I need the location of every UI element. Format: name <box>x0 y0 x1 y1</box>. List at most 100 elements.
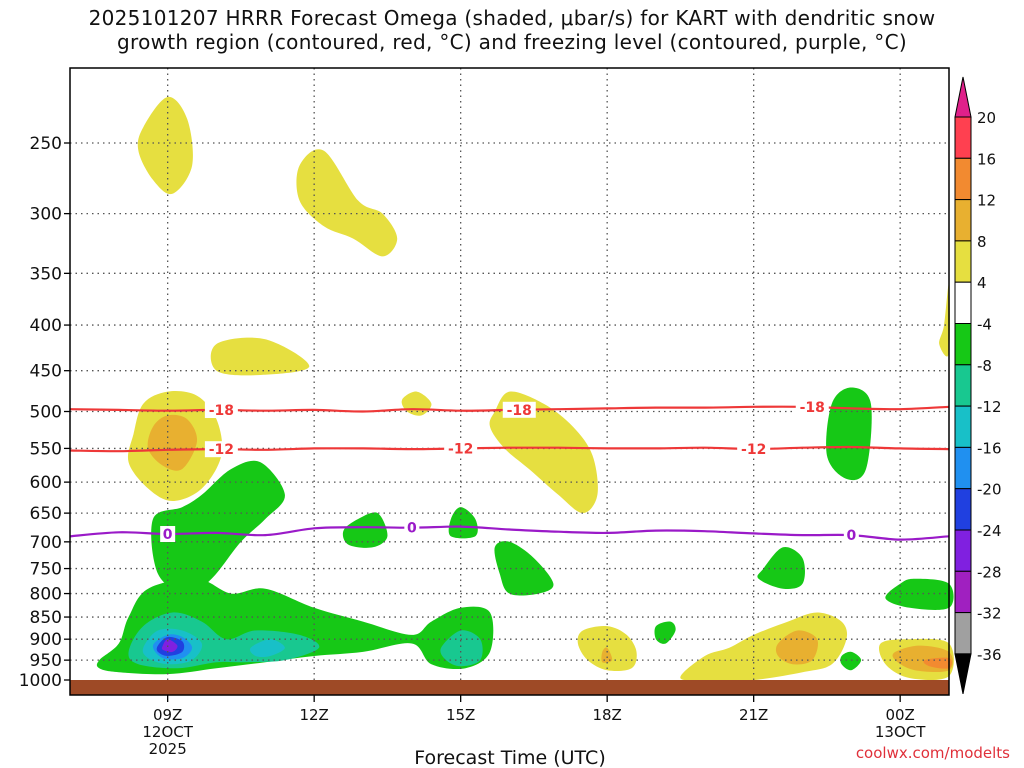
colorbar-swatch-7 <box>954 405 972 448</box>
y-tick-label-300: 300 <box>30 205 62 225</box>
colorbar-label-11: -28 <box>977 563 1002 581</box>
y-tick-label-550: 550 <box>30 439 62 459</box>
omega-region-1 <box>296 149 398 257</box>
colorbar-label-4: 4 <box>977 274 987 292</box>
colorbar-label-10: -24 <box>977 522 1002 540</box>
y-tick-label-950: 950 <box>30 651 62 671</box>
x-tick-label-15Z: 15Z <box>446 706 475 724</box>
y-tick-label-800: 800 <box>30 585 62 605</box>
colorbar-label-5: -4 <box>977 316 992 334</box>
omega-region-28 <box>840 651 862 671</box>
contour-label-freezing-0-1: 0 <box>407 521 417 537</box>
contour-label-bg-2-1 <box>404 519 420 536</box>
colorbar-swatch-6 <box>954 364 972 407</box>
colorbar-bottom-arrow <box>954 653 972 694</box>
omega-region-5 <box>147 414 198 471</box>
colorbar-swatch-1 <box>954 157 972 201</box>
y-tick-label-700: 700 <box>30 533 62 553</box>
colorbar-swatch-12 <box>954 612 972 655</box>
y-tick-label-900: 900 <box>30 630 62 650</box>
credit-text: coolwx.com/modelts <box>855 744 1010 762</box>
omega-region-10 <box>448 507 478 539</box>
omega-region-12 <box>826 387 872 481</box>
colorbar-swatch-4 <box>954 281 972 325</box>
omega-region-14 <box>885 578 954 610</box>
contour-lines: -18 -18 -18 -12 -12 -12 0 0 0 <box>69 399 950 544</box>
y-tick-label-450: 450 <box>30 362 62 382</box>
omega-region-13 <box>757 547 805 589</box>
contour-label-freezing-0-2: 0 <box>846 528 856 544</box>
omega-region-11 <box>494 541 554 596</box>
colorbar-label-9: -20 <box>977 481 1002 499</box>
colorbar: 20 16 12 8 4 -4 -8 -12 -16 -20 -24 -28 -32 -36 <box>954 76 1002 694</box>
y-tick-label-600: 600 <box>30 473 62 493</box>
x-tick-label-12Z: 12Z <box>299 706 328 724</box>
colorbar-swatch-11 <box>954 570 972 614</box>
contour-label-bg-1-0 <box>204 441 238 458</box>
x-tick-label-18Z: 18Z <box>592 706 621 724</box>
contour-label-bg-2-2 <box>843 527 859 544</box>
colorbar-label-0: 20 <box>977 109 996 127</box>
colorbar-label-7: -12 <box>977 398 1002 416</box>
x-tick-date-00Z: 13OCT <box>875 723 926 741</box>
x-axis-label: Forecast Time (UTC) <box>414 747 605 768</box>
x-tick-label-00Z: 00Z <box>885 706 914 724</box>
omega-region-9 <box>342 512 388 548</box>
y-tick-label-400: 400 <box>30 316 62 336</box>
ground-strip <box>70 680 949 695</box>
contour-label-bg-1-2 <box>737 441 771 458</box>
omega-region-0 <box>137 96 193 195</box>
omega-region-20 <box>249 639 285 658</box>
colorbar-swatch-3 <box>954 240 972 283</box>
y-tick-label-350: 350 <box>30 264 62 284</box>
omega-region-25 <box>601 647 613 663</box>
y-tick-label-1000: 1000 <box>19 671 62 691</box>
y-tick-label-500: 500 <box>30 403 62 423</box>
colorbar-top-arrow <box>954 76 972 118</box>
contour-label-dendritic-12-1: -12 <box>448 441 473 457</box>
chart-title: 2025101207 HRRR Forecast Omega (shaded, … <box>0 6 1024 54</box>
omega-region-7 <box>939 283 950 357</box>
contour-label-dendritic-18-2: -18 <box>800 400 825 416</box>
x-tick-label-21Z: 21Z <box>739 706 768 724</box>
colorbar-label-2: 12 <box>977 192 996 210</box>
contour-label-freezing-0-0: 0 <box>163 527 173 543</box>
contour-label-bg-2-0 <box>160 526 176 543</box>
contour-label-bg-0-0 <box>204 402 238 419</box>
x-tick-label-09Z: 09Z <box>153 706 182 724</box>
chart-title-line-2: growth region (contoured, red, °C) and f… <box>117 30 907 54</box>
contour-label-bg-0-1 <box>502 401 536 418</box>
contour-label-bg-0-2 <box>795 399 829 416</box>
chart-title-line-1: 2025101207 HRRR Forecast Omega (shaded, … <box>88 6 936 30</box>
omega-region-2 <box>210 337 310 376</box>
colorbar-label-12: -32 <box>977 605 1002 623</box>
x-tick-year-09Z: 2025 <box>149 740 187 758</box>
colorbar-label-3: 8 <box>977 233 987 251</box>
colorbar-label-6: -8 <box>977 357 992 375</box>
colorbar-label-8: -16 <box>977 439 1002 457</box>
contour-label-dendritic-12-0: -12 <box>209 442 234 458</box>
colorbar-swatch-0 <box>954 116 972 159</box>
y-tick-label-750: 750 <box>30 560 62 580</box>
colorbar-swatch-8 <box>954 446 972 490</box>
colorbar-label-13: -36 <box>977 646 1002 664</box>
contour-freezing-0 <box>69 525 950 541</box>
y-axis: 2503003504004505005506006507007508008509… <box>19 134 70 691</box>
contour-label-dendritic-18-1: -18 <box>507 403 532 419</box>
y-tick-label-250: 250 <box>30 134 62 154</box>
colorbar-swatch-9 <box>954 488 972 531</box>
x-tick-date-09Z: 12OCT <box>142 723 193 741</box>
omega-region-15 <box>654 621 676 644</box>
plot-frame <box>69 67 950 696</box>
y-tick-label-650: 650 <box>30 504 62 524</box>
y-tick-label-850: 850 <box>30 608 62 628</box>
omega-region-26 <box>680 612 848 681</box>
colorbar-swatch-5 <box>954 323 972 366</box>
contour-label-dendritic-18-0: -18 <box>209 403 234 419</box>
omega-shading <box>70 68 954 695</box>
colorbar-label-1: 16 <box>977 150 996 168</box>
omega-region-23 <box>161 639 178 653</box>
omega-region-8 <box>151 460 285 594</box>
